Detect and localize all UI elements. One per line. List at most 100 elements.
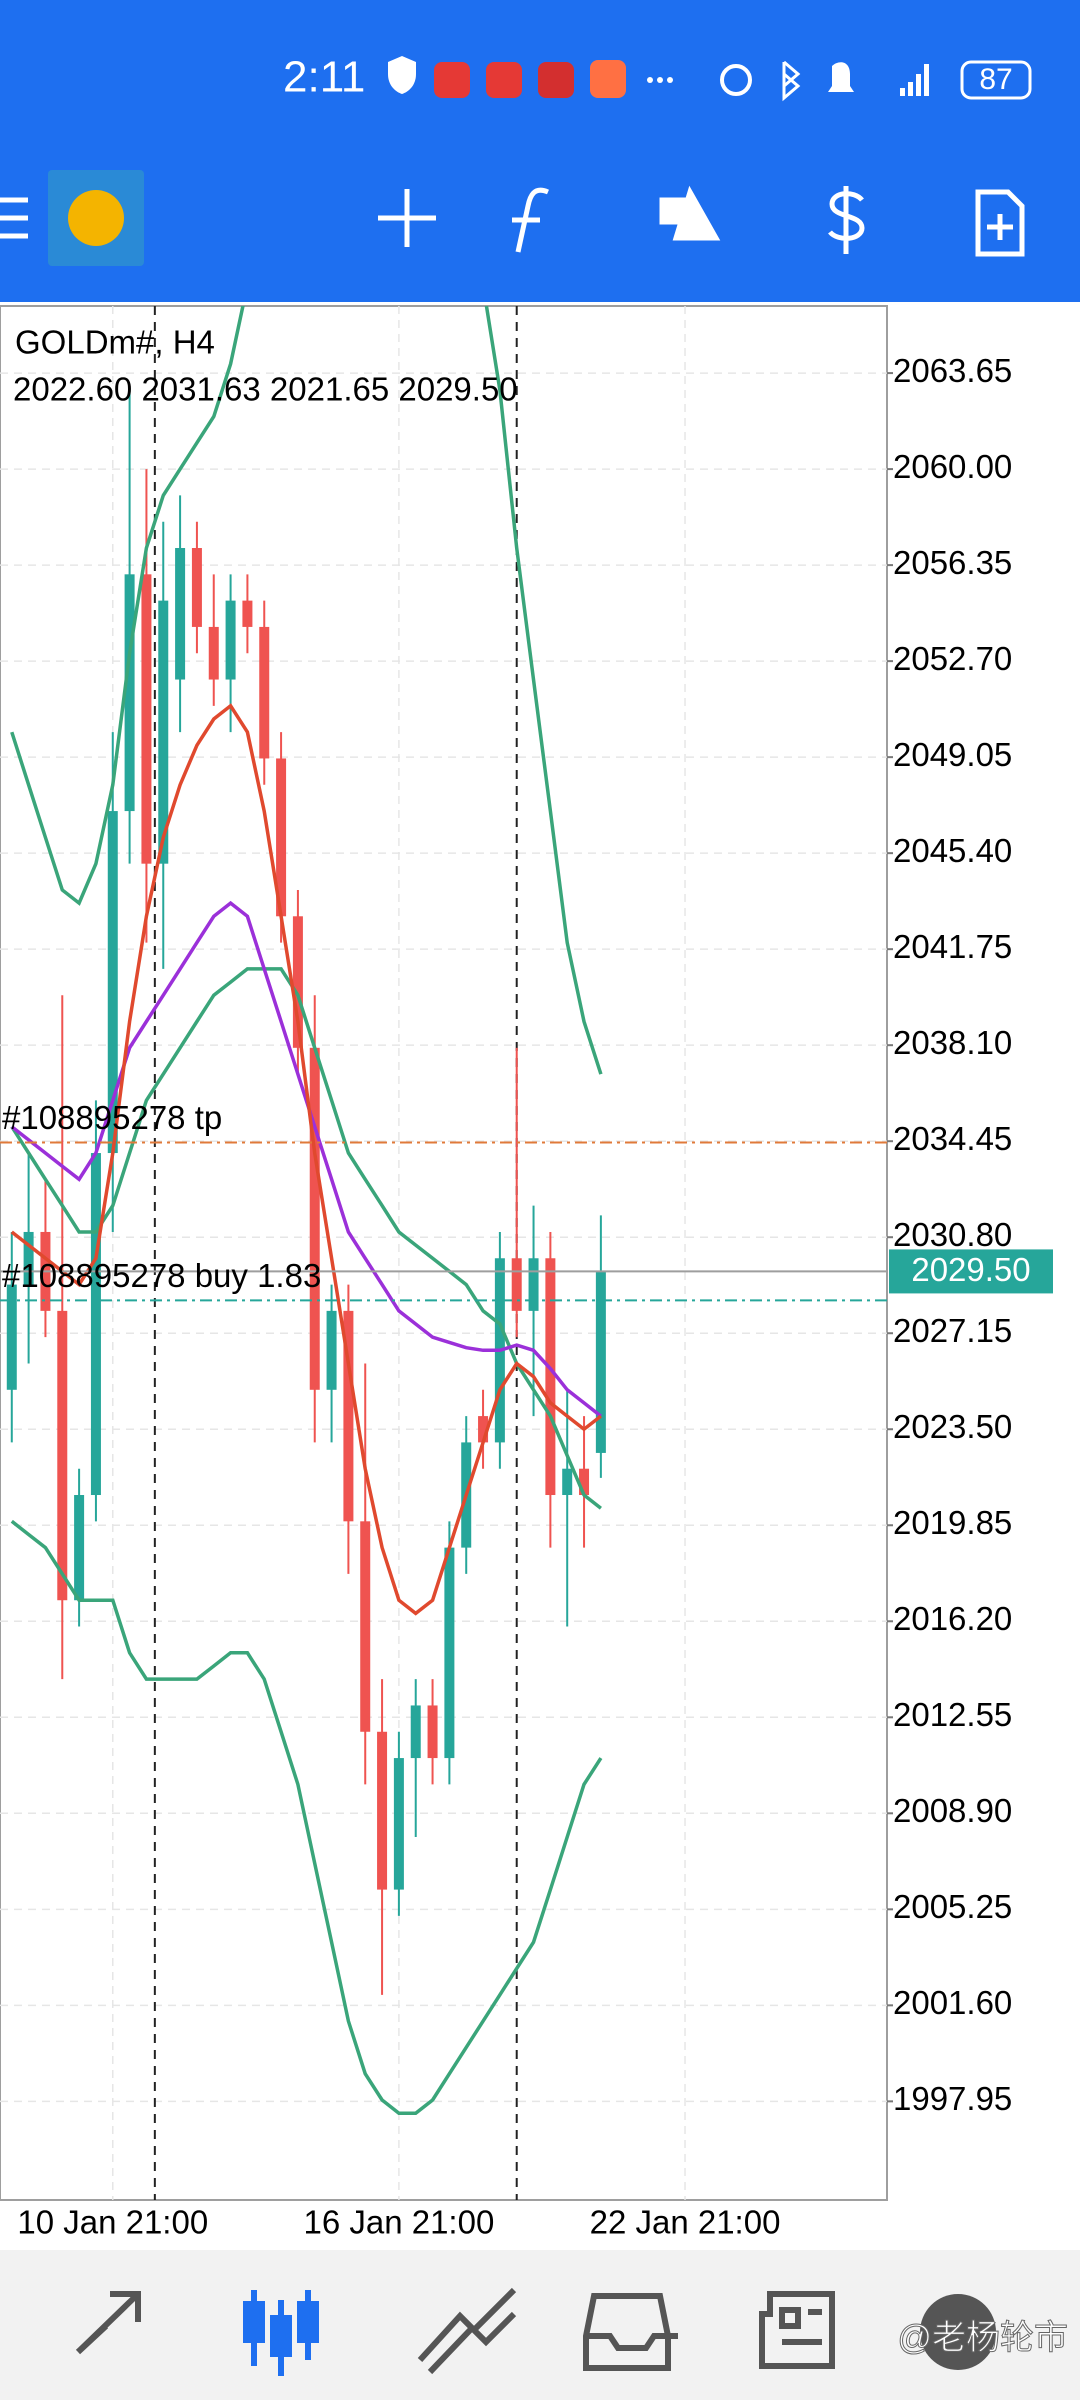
candle-body	[208, 626, 219, 680]
new-order-button[interactable]	[975, 189, 1025, 257]
dot	[667, 77, 673, 83]
y-tick-label: 2027.15	[893, 1312, 1012, 1349]
y-tick-label: 2038.10	[893, 1024, 1012, 1061]
candle-body	[259, 626, 270, 759]
candle-body	[444, 1547, 455, 1759]
bid-label: 2029.50	[911, 1251, 1030, 1288]
candle-body	[90, 1153, 101, 1496]
order-label: #108895278 buy 1.83	[2, 1257, 321, 1294]
candle-body	[292, 916, 303, 1048]
candle-body	[427, 1705, 438, 1759]
y-tick-label: 2041.75	[893, 928, 1012, 965]
indicator-line	[10, 967, 602, 1510]
price-axis: 2063.65 2060.00 2056.35 2052.70 2049.05 2045.…	[887, 352, 1012, 2117]
candle-body	[511, 1258, 522, 1311]
candle-body	[377, 1731, 388, 1890]
y-tick-label: 2030.80	[893, 1216, 1012, 1253]
y-tick-label: 2034.45	[893, 1120, 1012, 1157]
logo-center	[68, 190, 124, 246]
candle-body	[158, 600, 169, 864]
y-tick-label: 2005.25	[893, 1888, 1012, 1925]
y-tick-label: 2023.50	[893, 1408, 1012, 1445]
app-icon	[486, 62, 522, 98]
app-icon	[538, 62, 574, 98]
app-icon	[434, 62, 470, 98]
y-tick-label: 2063.65	[893, 352, 1012, 389]
y-tick-label: 2060.00	[893, 448, 1012, 485]
dot	[657, 77, 663, 83]
y-tick-label: 2001.60	[893, 1984, 1012, 2021]
order-label: #108895278 tp	[2, 1099, 222, 1136]
candle-body	[175, 548, 186, 680]
y-tick-label: 2019.85	[893, 1504, 1012, 1541]
candle-body	[528, 1258, 539, 1311]
app-icon	[590, 60, 626, 98]
toolbar	[0, 170, 1025, 266]
status-icons	[388, 56, 1032, 102]
indicator-line	[10, 1519, 603, 2115]
top-bar	[0, 0, 1080, 302]
chart-tab[interactable]	[243, 2290, 319, 2376]
trade-button[interactable]	[828, 186, 865, 254]
candle-body	[562, 1468, 573, 1496]
objects-button[interactable]	[659, 185, 721, 241]
bid-label-box	[889, 1249, 1053, 1294]
y-tick-label: 2049.05	[893, 736, 1012, 773]
candle-body	[225, 600, 236, 680]
x-tick-label: 22 Jan 21:00	[590, 2204, 781, 2241]
chart-ohlc: 2022.60 2031.63 2021.65 2029.50	[13, 371, 518, 408]
mute-icon	[828, 62, 854, 92]
y-tick-label: 2016.20	[893, 1600, 1012, 1637]
candle-body	[276, 758, 287, 917]
history-tab[interactable]	[583, 2293, 678, 2371]
x-tick-label: 10 Jan 21:00	[17, 2204, 208, 2241]
trade-tab[interactable]	[417, 2287, 517, 2375]
candle-body	[191, 548, 202, 627]
candle-body	[107, 811, 118, 1154]
bottom-nav	[0, 2250, 1080, 2400]
status-time: 2:11	[283, 53, 365, 102]
candle-body	[393, 1758, 404, 1890]
y-tick-label: 2012.55	[893, 1696, 1012, 1733]
alarm-icon	[720, 64, 752, 96]
quotes-tab[interactable]	[75, 2291, 141, 2355]
plot	[0, 306, 887, 2200]
function-button[interactable]	[512, 187, 549, 253]
battery-level: 87	[979, 63, 1012, 96]
news-tab[interactable]	[759, 2291, 835, 2369]
battery-frame	[960, 60, 1032, 100]
y-tick-label: 2056.35	[893, 544, 1012, 581]
indicator-line	[10, 703, 602, 1616]
candle-body	[579, 1468, 590, 1496]
shield-icon	[388, 56, 416, 94]
candle-body	[23, 1231, 34, 1285]
candle-body	[74, 1495, 85, 1601]
signal-bar	[908, 82, 913, 96]
crosshair-button[interactable]	[378, 189, 436, 247]
y-tick-label: 1997.95	[893, 2080, 1012, 2117]
candle-body	[478, 1416, 489, 1443]
candle-body	[141, 574, 152, 864]
candle-body	[309, 1047, 320, 1390]
chart-symbol: GOLDm#, H4	[15, 324, 215, 361]
bottom-nav-icons	[75, 2287, 996, 2376]
candle-body	[360, 1521, 371, 1732]
x-tick-label: 16 Jan 21:00	[303, 2204, 494, 2241]
indicator-line	[10, 306, 603, 1075]
candle-body	[410, 1705, 421, 1759]
menu-button[interactable]	[0, 197, 28, 239]
profile-tab[interactable]	[920, 2294, 996, 2370]
candle-body	[124, 574, 135, 812]
bluetooth-icon	[782, 60, 801, 102]
candle-body	[343, 1310, 354, 1522]
candle-body	[595, 1271, 606, 1453]
y-tick-label: 2045.40	[893, 832, 1012, 869]
candle-body	[57, 1310, 68, 1601]
signal-bar	[924, 64, 929, 96]
signal-bar	[900, 88, 905, 96]
candle-body	[6, 1284, 17, 1390]
candle-body	[242, 600, 253, 627]
watermark: @老杨轮市	[897, 2319, 1068, 2357]
